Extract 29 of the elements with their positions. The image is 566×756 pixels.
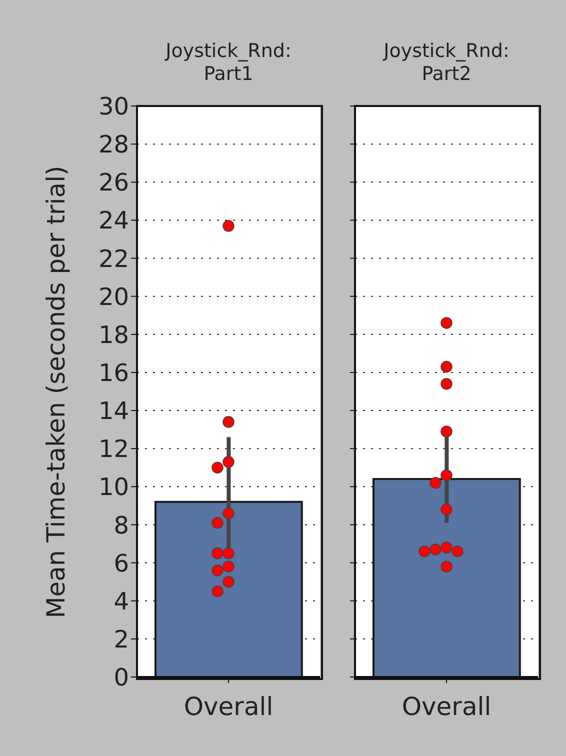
point <box>440 426 452 438</box>
y-axis-title: Mean Time-taken (seconds per trial) <box>41 164 71 620</box>
y-tick-label: 20 <box>98 282 129 311</box>
y-tick-label: 22 <box>98 244 129 273</box>
y-tick-label: 4 <box>114 587 129 616</box>
y-tick-label: 26 <box>98 168 129 197</box>
y-tick-label: 0 <box>114 664 129 692</box>
y-tick-label: 24 <box>98 206 129 235</box>
y-tick-label: 2 <box>114 625 129 654</box>
chart-title: Joystick_Rnd: Part2 <box>382 40 510 86</box>
x-tick-label: Overall <box>402 692 492 721</box>
point <box>440 317 452 329</box>
y-tick-label: 12 <box>98 435 129 464</box>
point <box>440 469 452 482</box>
y-tick-label: 6 <box>114 549 129 578</box>
y-tick-label: 10 <box>98 473 129 502</box>
point <box>440 378 452 390</box>
y-tick-label: 18 <box>98 320 129 349</box>
point <box>440 560 452 573</box>
point <box>440 504 452 516</box>
y-tick-label: 14 <box>98 397 129 426</box>
point <box>440 360 452 373</box>
point <box>440 542 452 554</box>
x-tick-label: Overall <box>184 692 274 721</box>
y-tick-label: 8 <box>114 511 129 540</box>
y-tick-label: 28 <box>98 130 129 159</box>
chart-title: Joystick_Rnd: Part1 <box>164 40 292 86</box>
y-tick-label: 30 <box>98 92 129 121</box>
y-tick-label: 16 <box>98 358 129 387</box>
